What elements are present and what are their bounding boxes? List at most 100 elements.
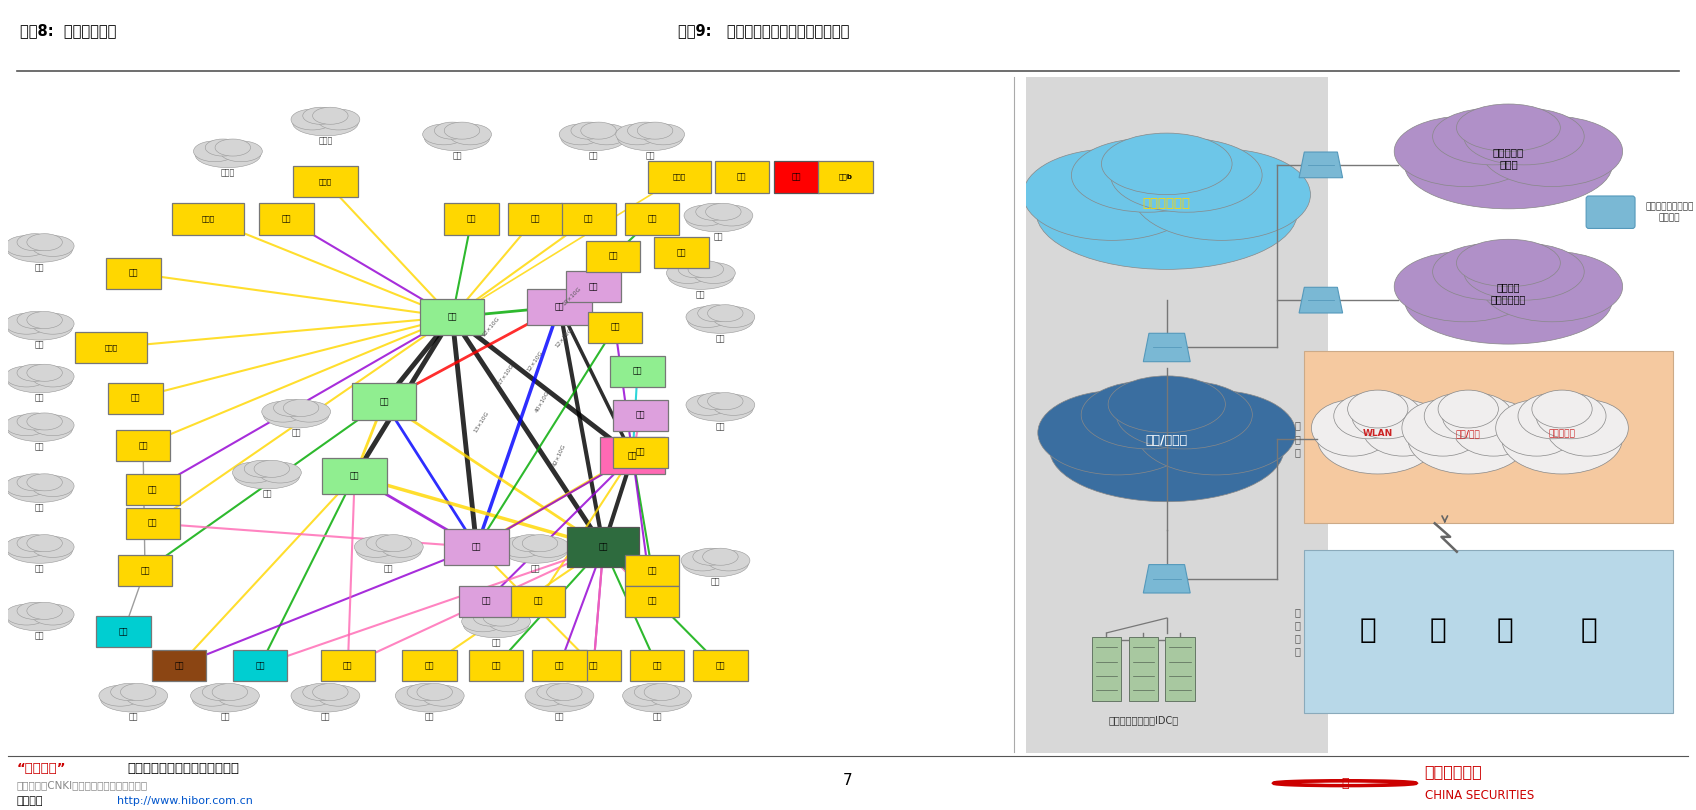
Ellipse shape: [683, 205, 726, 226]
FancyBboxPatch shape: [533, 650, 587, 681]
Text: 重庆: 重庆: [129, 713, 137, 722]
Ellipse shape: [1496, 400, 1577, 456]
Ellipse shape: [5, 313, 47, 335]
Ellipse shape: [1433, 108, 1554, 165]
Ellipse shape: [1072, 139, 1223, 212]
Text: 合肥: 合肥: [611, 322, 619, 332]
Text: 九江: 九江: [636, 411, 644, 420]
FancyBboxPatch shape: [566, 526, 639, 567]
Ellipse shape: [356, 538, 422, 563]
Text: WLAN: WLAN: [1362, 428, 1392, 438]
Ellipse shape: [622, 685, 665, 706]
Ellipse shape: [27, 312, 63, 329]
FancyBboxPatch shape: [1304, 351, 1672, 523]
Ellipse shape: [1133, 149, 1311, 241]
Text: 成都: 成都: [349, 471, 360, 480]
Ellipse shape: [317, 109, 360, 130]
Text: 赣州: 赣州: [653, 661, 661, 670]
Text: 广州: 广州: [599, 543, 609, 552]
FancyBboxPatch shape: [421, 299, 485, 335]
Ellipse shape: [17, 312, 53, 329]
Ellipse shape: [304, 107, 338, 124]
Ellipse shape: [293, 110, 358, 136]
FancyBboxPatch shape: [612, 437, 668, 468]
Text: 黑龙江: 黑龙江: [319, 137, 332, 146]
Text: 长沙: 长沙: [589, 661, 599, 670]
Ellipse shape: [215, 139, 251, 156]
FancyBboxPatch shape: [126, 508, 180, 539]
Ellipse shape: [234, 463, 300, 489]
Ellipse shape: [1481, 116, 1623, 186]
Ellipse shape: [1348, 390, 1408, 428]
Text: 辽宁: 辽宁: [589, 151, 599, 160]
Ellipse shape: [706, 203, 741, 220]
FancyBboxPatch shape: [259, 203, 314, 235]
Ellipse shape: [1394, 251, 1535, 322]
Text: 甘肃: 甘肃: [36, 564, 44, 573]
FancyBboxPatch shape: [117, 555, 173, 586]
Text: 湖北: 湖北: [383, 564, 393, 573]
Ellipse shape: [254, 460, 290, 477]
Text: 山西: 山西: [36, 263, 44, 272]
FancyBboxPatch shape: [109, 382, 163, 414]
Ellipse shape: [711, 205, 753, 226]
Text: 📟: 📟: [1430, 616, 1447, 644]
Text: 芜湖: 芜湖: [589, 282, 599, 291]
Ellipse shape: [650, 685, 692, 706]
Ellipse shape: [17, 234, 53, 251]
Text: 重庆: 重庆: [175, 661, 183, 670]
Text: 通辽: 通辽: [282, 215, 292, 224]
Ellipse shape: [624, 686, 690, 712]
Ellipse shape: [1318, 403, 1438, 474]
FancyBboxPatch shape: [585, 241, 641, 271]
Ellipse shape: [1531, 390, 1593, 428]
Text: “慧博资讯”: “慧博资讯”: [17, 761, 66, 774]
FancyBboxPatch shape: [611, 356, 665, 386]
Text: 用
户
终
端: 用 户 终 端: [1294, 607, 1301, 656]
Ellipse shape: [5, 536, 47, 557]
Text: 南昌: 南昌: [636, 448, 644, 457]
Ellipse shape: [694, 548, 728, 565]
FancyBboxPatch shape: [293, 166, 358, 198]
Ellipse shape: [687, 395, 753, 421]
FancyBboxPatch shape: [624, 555, 680, 586]
Ellipse shape: [1352, 394, 1421, 439]
Ellipse shape: [292, 685, 334, 706]
Polygon shape: [1143, 565, 1191, 593]
Text: 沈阳: 沈阳: [583, 215, 594, 224]
Text: 新疆: 新疆: [36, 341, 44, 350]
Text: 资料来源：CNKI、中信建投证券研究发展部: 资料来源：CNKI、中信建投证券研究发展部: [17, 781, 148, 791]
Text: 📱: 📱: [1360, 616, 1375, 644]
FancyBboxPatch shape: [468, 650, 524, 681]
Ellipse shape: [192, 686, 258, 712]
Ellipse shape: [702, 548, 738, 565]
Ellipse shape: [697, 393, 733, 410]
Ellipse shape: [1311, 400, 1394, 456]
Ellipse shape: [273, 399, 309, 416]
FancyBboxPatch shape: [612, 399, 668, 431]
FancyBboxPatch shape: [460, 586, 514, 616]
Ellipse shape: [220, 141, 263, 162]
Text: 青岛: 青岛: [677, 249, 687, 258]
Text: 福建: 福建: [711, 578, 721, 586]
Ellipse shape: [217, 685, 259, 706]
Text: 国内其他
运营商互联网: 国内其他 运营商互联网: [1491, 282, 1526, 305]
Text: 云南: 云南: [220, 713, 229, 722]
FancyBboxPatch shape: [126, 474, 180, 505]
Text: 无锡: 无锡: [633, 367, 643, 376]
Ellipse shape: [32, 604, 75, 625]
Text: 杭州: 杭州: [482, 597, 492, 606]
Text: 📲: 📲: [1498, 616, 1513, 644]
Text: 乌鲁木: 乌鲁木: [105, 344, 117, 351]
Ellipse shape: [110, 684, 146, 701]
Ellipse shape: [27, 413, 63, 430]
FancyBboxPatch shape: [561, 203, 616, 235]
Ellipse shape: [1481, 251, 1623, 322]
Ellipse shape: [1101, 133, 1231, 194]
Ellipse shape: [7, 416, 73, 441]
Ellipse shape: [1116, 381, 1252, 449]
Ellipse shape: [682, 550, 724, 571]
Bar: [1026, 77, 1328, 753]
Text: 银川: 银川: [131, 394, 141, 403]
Ellipse shape: [422, 124, 465, 145]
